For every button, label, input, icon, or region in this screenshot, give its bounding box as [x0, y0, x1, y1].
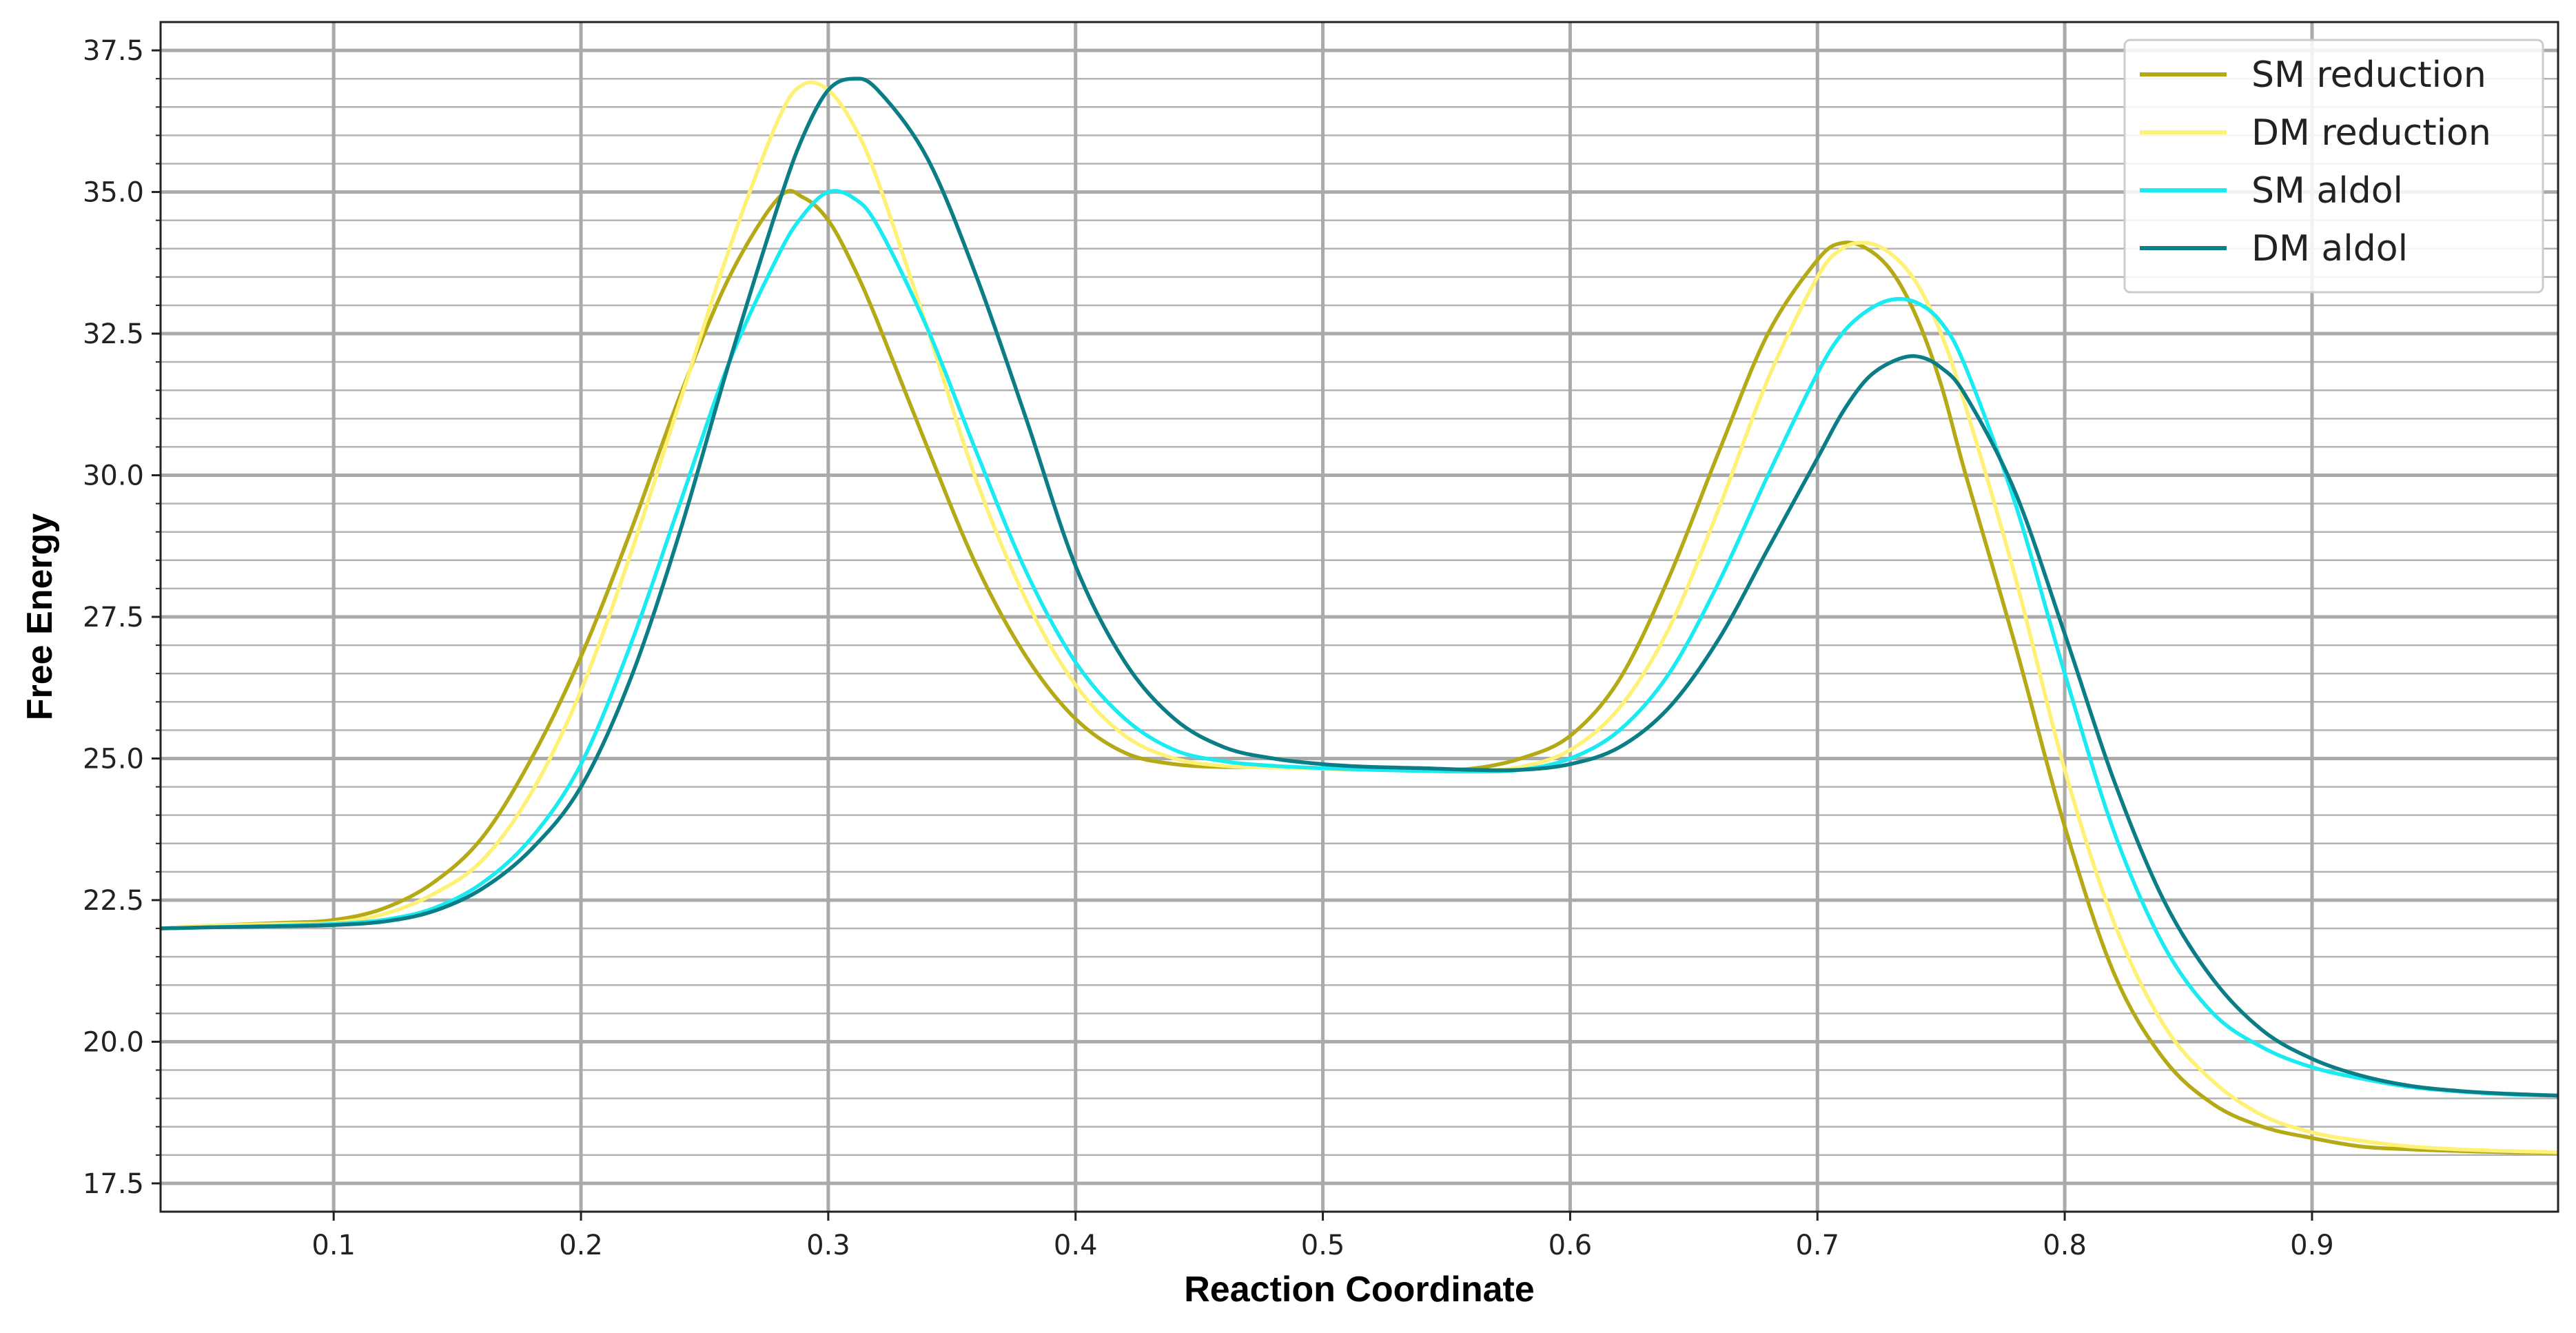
- x-tick-label: 0.7: [1795, 1230, 1839, 1261]
- series-line-sm-aldol: [161, 189, 2558, 1098]
- series-line-dm-aldol: [161, 77, 2558, 1098]
- legend-label: SM aldol: [2251, 170, 2403, 212]
- legend-label: SM reduction: [2251, 54, 2486, 96]
- y-tick-label: 30.0: [83, 460, 144, 492]
- y-tick-label: 32.5: [83, 318, 144, 350]
- legend-box: [2123, 39, 2544, 294]
- x-tick-label: 0.9: [2290, 1230, 2334, 1261]
- y-axis-label: Free Energy: [20, 513, 60, 721]
- x-tick-label: 0.6: [1548, 1230, 1593, 1261]
- major-grid: [161, 22, 2558, 1212]
- y-tick-label: 17.5: [83, 1168, 144, 1200]
- y-tick-label: 20.0: [83, 1026, 144, 1058]
- x-tick-label: 0.1: [311, 1230, 356, 1261]
- y-tick-label: 27.5: [83, 602, 144, 633]
- y-tick-label: 22.5: [83, 885, 144, 917]
- y-tick-label: 37.5: [83, 35, 144, 67]
- x-tick-label: 0.2: [559, 1230, 603, 1261]
- legend: SM reduction DM reduction SM aldol DM aldol: [2123, 39, 2544, 294]
- legend-label: DM reduction: [2251, 112, 2491, 154]
- y-tick-label: 35.0: [83, 177, 144, 209]
- legend-label: DM aldol: [2251, 228, 2408, 269]
- x-axis-label: Reaction Coordinate: [1184, 1270, 1535, 1310]
- series-layer: [161, 77, 2558, 1155]
- x-tick-label: 0.5: [1301, 1230, 1345, 1261]
- x-tick-label: 0.4: [1054, 1230, 1098, 1261]
- x-tick-label: 0.8: [2043, 1230, 2087, 1261]
- axis-ticks: 17.5 20.0 22.5 25.0 27.5 30.0 32.5 35.0 37.5 0.1 0…: [83, 35, 2334, 1261]
- x-tick-label: 0.3: [806, 1230, 850, 1261]
- y-tick-label: 25.0: [83, 743, 144, 775]
